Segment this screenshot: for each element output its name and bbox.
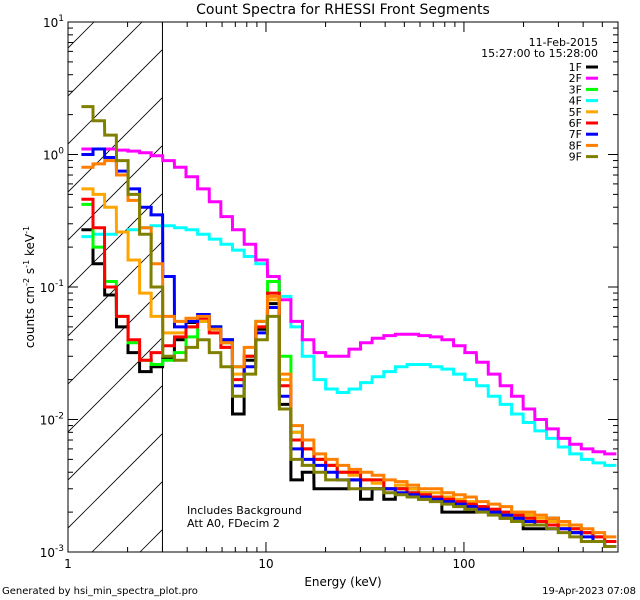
hatch-line xyxy=(139,528,163,552)
series-lines xyxy=(81,105,617,548)
hatch-line xyxy=(572,22,640,552)
hatch-line xyxy=(68,432,163,529)
y-tick-mantissa: 10 xyxy=(40,546,55,560)
y-tick-mantissa: 10 xyxy=(40,281,55,295)
series-line-6F xyxy=(81,197,617,543)
y-tick-exponent: -2 xyxy=(55,412,64,422)
note-attenuator: Att A0, FDecim 2 xyxy=(187,517,280,530)
y-tick-label: 10-1 xyxy=(40,279,64,295)
time-range-label: 15:27:00 to 15:28:00 xyxy=(481,47,598,60)
legend-label-7F: 7F xyxy=(569,128,582,141)
x-tick-label: 1 xyxy=(64,557,72,571)
y-tick-label: 100 xyxy=(43,147,64,163)
y-label-s: s xyxy=(23,268,37,278)
hatch-line xyxy=(620,22,640,552)
y-label-counts: counts cm xyxy=(23,286,37,348)
legend-label-3F: 3F xyxy=(569,83,582,96)
footer-timestamp: 19-Apr-2023 07:08 xyxy=(542,586,636,597)
hatch-line xyxy=(380,22,640,552)
x-axis-label: Energy (keV) xyxy=(304,575,381,589)
legend-label-2F: 2F xyxy=(569,72,582,85)
y-tick-label: 10-2 xyxy=(40,412,64,428)
x-tick-label: 10 xyxy=(258,557,273,571)
note-background: Includes Background xyxy=(187,504,302,517)
y-label-cm-exp: -2 xyxy=(22,278,31,286)
y-tick-mantissa: 10 xyxy=(40,414,55,428)
y-label-s-exp: -1 xyxy=(22,260,31,268)
series-line-8F xyxy=(81,159,617,539)
hatch-line xyxy=(68,48,163,145)
chart-title: Count Spectra for RHESSI Front Segments xyxy=(196,2,490,18)
x-tick-label: 100 xyxy=(452,557,475,571)
legend-label-6F: 6F xyxy=(569,117,582,130)
y-label-kev: keV xyxy=(23,233,37,260)
series-line-2F xyxy=(81,147,617,456)
footer-generator: Generated by hsi_min_spectra_plot.pro xyxy=(2,586,198,597)
series-line-9F xyxy=(81,105,617,548)
y-tick-exponent: 0 xyxy=(58,147,64,157)
y-tick-label: 10-3 xyxy=(40,544,64,560)
legend-label-1F: 1F xyxy=(569,61,582,74)
hatch-line xyxy=(68,96,163,193)
legend-label-8F: 8F xyxy=(569,139,582,152)
legend-label-5F: 5F xyxy=(569,106,582,119)
y-axis-label: counts cm-2 s-1 keV-1 xyxy=(22,226,37,348)
y-tick-exponent: -1 xyxy=(55,279,64,289)
series-line-4F xyxy=(81,224,617,467)
hatch-line xyxy=(68,384,163,481)
hatch-line xyxy=(524,22,640,552)
y-tick-mantissa: 10 xyxy=(43,149,58,163)
y-tick-exponent: -3 xyxy=(55,544,64,554)
y-tick-exponent: 1 xyxy=(58,14,64,24)
legend-label-9F: 9F xyxy=(569,151,582,164)
y-tick-label: 101 xyxy=(43,14,64,30)
y-tick-mantissa: 10 xyxy=(43,16,58,30)
date-label: 11-Feb-2015 xyxy=(529,36,598,49)
legend-label-4F: 4F xyxy=(569,95,582,108)
y-label-kev-exp: -1 xyxy=(22,226,31,234)
